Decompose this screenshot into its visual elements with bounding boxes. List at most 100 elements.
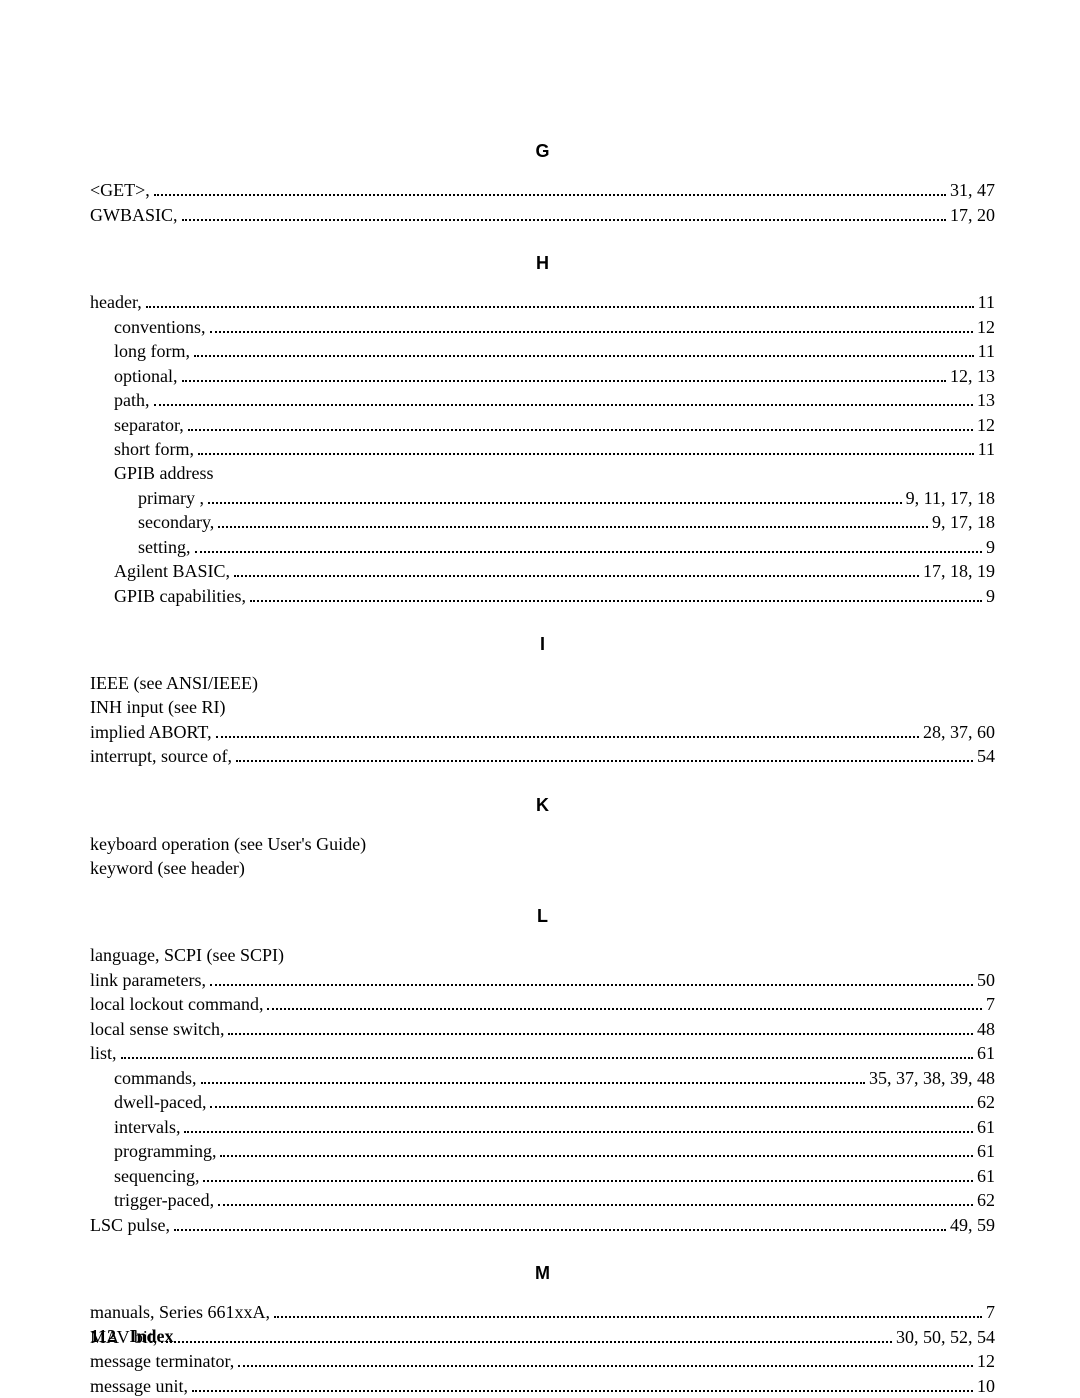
index-entry: optional, 12, 13 xyxy=(90,363,995,387)
index-leader xyxy=(203,1163,973,1181)
index-entry: list,61 xyxy=(90,1041,995,1065)
index-entry-label: manuals, Series 661xxA, xyxy=(90,1300,270,1324)
index-leader xyxy=(210,968,973,986)
index-entry: dwell-paced,62 xyxy=(90,1090,995,1114)
index-leader xyxy=(146,290,974,308)
index-entry-label: <GET>, xyxy=(90,178,150,202)
section-heading: G xyxy=(90,141,995,162)
index-entry-pages: 54 xyxy=(977,744,995,768)
index-entry: separator, 12 xyxy=(90,412,995,436)
index-entry-pages: 9, 17, 18 xyxy=(932,510,995,534)
index-entry-pages: 61 xyxy=(977,1115,995,1139)
index-entry-pages: 35, 37, 38, 39, 48 xyxy=(869,1066,995,1090)
index-entry-pages: 10 xyxy=(977,1374,995,1398)
index-entry: programming,61 xyxy=(90,1139,995,1163)
index-entry-pages: 12, 13 xyxy=(950,364,995,388)
index-entry: Agilent BASIC, 17, 18, 19 xyxy=(90,559,995,583)
page: G<GET>,31, 47GWBASIC,17, 20Hheader,11con… xyxy=(0,0,1080,1397)
index-entry: keyboard operation (see User's Guide) xyxy=(90,832,995,856)
index-entry-label: GWBASIC, xyxy=(90,203,178,227)
index-entry-label: INH input (see RI) xyxy=(90,695,225,719)
index-leader xyxy=(121,1041,973,1059)
index-entry-label: setting, xyxy=(138,535,191,559)
index-entry: link parameters,50 xyxy=(90,968,995,992)
index-entry: INH input (see RI) xyxy=(90,695,995,719)
index-entry-pages: 11 xyxy=(978,290,995,314)
index-leader xyxy=(238,1349,973,1367)
index-leader xyxy=(250,584,982,602)
index-entry-label: keyboard operation (see User's Guide) xyxy=(90,832,366,856)
index-leader xyxy=(236,744,973,762)
index-entry-pages: 50 xyxy=(977,968,995,992)
index-leader xyxy=(188,412,973,430)
index-entry-label: language, SCPI (see SCPI) xyxy=(90,943,284,967)
index-entry-pages: 11 xyxy=(978,339,995,363)
index-entry-label: short form, xyxy=(114,437,194,461)
index-body: G<GET>,31, 47GWBASIC,17, 20Hheader,11con… xyxy=(90,141,995,1398)
index-leader xyxy=(195,535,983,553)
index-leader xyxy=(154,388,974,406)
section-heading: K xyxy=(90,795,995,816)
index-entry: message terminator,12 xyxy=(90,1349,995,1373)
index-entry: local lockout command, 7 xyxy=(90,992,995,1016)
index-leader xyxy=(198,437,974,455)
index-entry: primary ,9, 11, 17, 18 xyxy=(90,486,995,510)
index-entry-pages: 11 xyxy=(978,437,995,461)
index-leader xyxy=(201,1065,866,1083)
index-entry: long form, 11 xyxy=(90,339,995,363)
index-entry-label: Agilent BASIC, xyxy=(114,559,230,583)
index-entry-pages: 7 xyxy=(986,992,995,1016)
index-entry: local sense switch,48 xyxy=(90,1017,995,1041)
index-entry-pages: 17, 18, 19 xyxy=(923,559,995,583)
index-entry: manuals, Series 661xxA, 7 xyxy=(90,1300,995,1324)
index-entry-label: IEEE (see ANSI/IEEE) xyxy=(90,671,258,695)
index-leader xyxy=(218,1188,973,1206)
index-entry-label: list, xyxy=(90,1041,117,1065)
index-leader xyxy=(234,559,919,577)
index-leader xyxy=(274,1300,982,1318)
index-entry: interrupt, source of, 54 xyxy=(90,744,995,768)
section-heading: M xyxy=(90,1263,995,1284)
index-entry: LSC pulse,49, 59 xyxy=(90,1212,995,1236)
section-heading: I xyxy=(90,634,995,655)
index-entry: implied ABORT,28, 37, 60 xyxy=(90,720,995,744)
index-entry-label: header, xyxy=(90,290,142,314)
index-entry-label: separator, xyxy=(114,413,184,437)
index-entry-pages: 62 xyxy=(977,1188,995,1212)
index-entry-label: long form, xyxy=(114,339,190,363)
index-entry: secondary, 9, 17, 18 xyxy=(90,510,995,534)
section-heading: H xyxy=(90,253,995,274)
index-leader xyxy=(161,1324,892,1342)
index-leader xyxy=(208,486,902,504)
index-entry-label: implied ABORT, xyxy=(90,720,212,744)
index-entry: path,13 xyxy=(90,388,995,412)
index-entry: intervals,61 xyxy=(90,1114,995,1138)
index-entry: header, 11 xyxy=(90,290,995,314)
index-entry-label: commands, xyxy=(114,1066,197,1090)
index-leader xyxy=(192,1373,973,1391)
index-entry-pages: 9 xyxy=(986,584,995,608)
index-entry: trigger-paced,62 xyxy=(90,1188,995,1212)
index-entry: IEEE (see ANSI/IEEE) xyxy=(90,671,995,695)
index-entry-pages: 7 xyxy=(986,1300,995,1324)
index-entry-label: local lockout command, xyxy=(90,992,263,1016)
index-entry: keyword (see header) xyxy=(90,856,995,880)
index-entry-pages: 12 xyxy=(977,315,995,339)
index-entry-label: message unit, xyxy=(90,1374,188,1398)
index-entry-pages: 62 xyxy=(977,1090,995,1114)
index-entry-label: interrupt, source of, xyxy=(90,744,232,768)
index-entry: conventions,12 xyxy=(90,314,995,338)
index-leader xyxy=(154,178,946,196)
index-entry-label: optional, xyxy=(114,364,178,388)
index-entry: setting,9 xyxy=(90,535,995,559)
index-entry-label: programming, xyxy=(114,1139,216,1163)
index-entry-pages: 48 xyxy=(977,1017,995,1041)
index-entry-label: secondary, xyxy=(138,510,214,534)
index-entry-label: path, xyxy=(114,388,150,412)
index-entry: <GET>,31, 47 xyxy=(90,178,995,202)
index-entry: sequencing,61 xyxy=(90,1163,995,1187)
index-entry-label: primary , xyxy=(138,486,204,510)
index-entry-pages: 12 xyxy=(977,413,995,437)
footer-page-number: 112 xyxy=(90,1326,116,1346)
index-leader xyxy=(216,720,919,738)
